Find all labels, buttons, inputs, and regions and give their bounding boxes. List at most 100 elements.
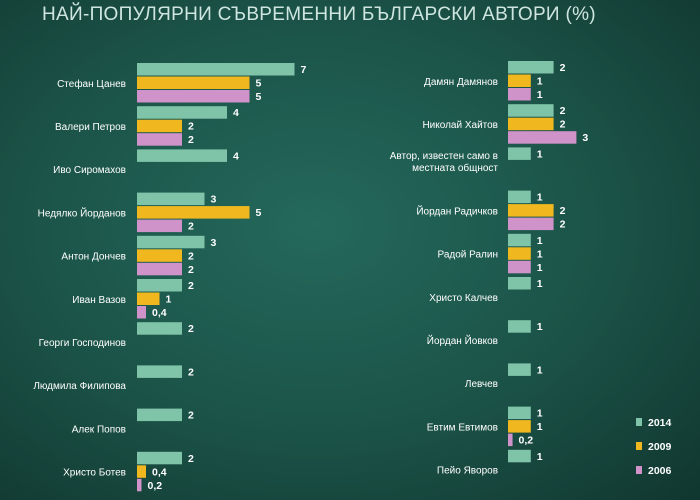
value-label-2009-йордан-радичков: 2 <box>560 205 566 217</box>
value-label-2009-антон-дончев: 2 <box>188 250 194 262</box>
legend-swatch-2006 <box>636 466 642 474</box>
category-label-христо-ботев: Христо Ботев <box>63 468 126 479</box>
legend-swatch-2009 <box>636 442 642 450</box>
value-label-2014-стефан-цанев: 7 <box>301 64 307 76</box>
bar-2009-радой-ралин <box>508 247 531 260</box>
legend-label-2006: 2006 <box>648 465 672 477</box>
value-label-2014-автор-известен-само-в-местната-общност: 1 <box>537 148 543 160</box>
value-label-2006-недялко-йорданов: 2 <box>188 221 194 233</box>
bar-2009-дамян-дамянов <box>508 74 531 87</box>
value-label-2014-иво-сиромахов: 4 <box>233 150 239 162</box>
value-label-2014-иван-вазов: 2 <box>188 280 194 292</box>
value-label-2009-христо-ботев: 0,4 <box>152 466 167 478</box>
category-label-йордан-йовков: Йордан Йовков <box>427 334 498 347</box>
value-label-2009-дамян-дамянов: 1 <box>537 76 543 88</box>
value-label-2014-евтим-евтимов: 1 <box>537 408 543 420</box>
legend-swatch-2014 <box>636 418 642 426</box>
value-label-2014-йордан-йовков: 1 <box>537 321 543 333</box>
value-label-2014-николай-хайтов: 2 <box>560 105 566 117</box>
bar-2014-стефан-цанев <box>137 63 295 76</box>
value-label-2009-стефан-цанев: 5 <box>256 78 262 90</box>
category-label-николай-хайтов: Николай Хайтов <box>422 120 498 131</box>
chart-title: НАЙ-ПОПУЛЯРНИ СЪВРЕМЕННИ БЪЛГАРСКИ АВТОР… <box>42 4 596 25</box>
value-label-2006-евтим-евтимов: 0,2 <box>519 435 534 447</box>
bar-2009-иван-вазов <box>137 292 160 305</box>
value-label-2006-антон-дончев: 2 <box>188 264 194 276</box>
category-label-йордан-радичков: Йордан Радичков <box>416 204 498 217</box>
bar-2014-людмила-филипова <box>137 365 182 378</box>
value-label-2006-валери-петров: 2 <box>188 134 194 146</box>
category-label-людмила-филипова: Людмила Филипова <box>33 381 126 392</box>
bar-2014-антон-дончев <box>137 235 205 249</box>
category-label-пейо-яворов: Пейо Яворов <box>437 466 498 477</box>
bar-2014-автор-известен-само-в-местната-общност <box>508 147 531 160</box>
category-label-левчев: Левчев <box>465 379 498 390</box>
category-label-антон-дончев: Антон Дончев <box>61 252 126 263</box>
category-label-недялко-йорданов: Недялко Йорданов <box>38 206 126 219</box>
value-label-2006-христо-ботев: 0,2 <box>148 480 163 492</box>
value-label-2006-радой-ралин: 1 <box>537 262 543 274</box>
bar-2014-иван-вазов <box>137 279 182 292</box>
value-label-2014-христо-ботев: 2 <box>188 453 194 465</box>
bar-2014-пейо-яворов <box>508 449 531 463</box>
category-label-дамян-дамянов: Дамян Дамянов <box>424 77 498 88</box>
bar-2014-христо-ботев <box>137 451 182 465</box>
value-label-2014-антон-дончев: 3 <box>211 237 217 249</box>
bar-2014-левчев <box>508 363 531 376</box>
legend-label-2014: 2014 <box>648 417 672 429</box>
value-label-2006-дамян-дамянов: 1 <box>537 89 543 101</box>
category-label-георги-господинов: Георги Господинов <box>39 338 126 349</box>
bar-2009-стефан-цанев <box>137 76 250 89</box>
bar-2006-дамян-дамянов <box>508 88 531 101</box>
value-label-2009-евтим-евтимов: 1 <box>537 421 543 433</box>
bar-2014-иво-сиромахов <box>137 149 227 162</box>
bar-2014-недялко-йорданов <box>137 192 205 206</box>
bar-2009-евтим-евтимов <box>508 420 531 433</box>
category-label-иван-вазов: Иван Вазов <box>72 295 126 306</box>
bar-2009-йордан-радичков <box>508 204 554 217</box>
value-label-2006-иван-вазов: 0,4 <box>152 307 167 319</box>
bar-2014-йордан-радичков <box>508 190 531 204</box>
value-label-2014-пейо-яворов: 1 <box>537 451 543 463</box>
category-label-алек-попов: Алек Попов <box>72 424 126 435</box>
value-label-2014-левчев: 1 <box>537 364 543 376</box>
bar-2006-христо-ботев <box>137 478 142 492</box>
bar-2006-иван-вазов <box>137 306 146 319</box>
category-label-автор-известен-само-в-местната-общност: Автор, известен само в местната общност <box>390 151 499 174</box>
value-label-2014-христо-калчев: 1 <box>537 278 543 290</box>
legend-label-2009: 2009 <box>648 441 672 453</box>
bar-2014-николай-хайтов <box>508 104 554 117</box>
category-label-евтим-евтимов: Евтим Евтимов <box>427 422 498 433</box>
bar-2006-антон-дончев <box>137 262 182 276</box>
value-label-2014-людмила-филипова: 2 <box>188 366 194 378</box>
bar-2009-антон-дончев <box>137 249 182 262</box>
value-label-2014-радой-ралин: 1 <box>537 235 543 247</box>
category-label-радой-ралин: Радой Ралин <box>437 250 498 261</box>
value-label-2009-радой-ралин: 1 <box>537 248 543 260</box>
value-label-2014-валери-петров: 4 <box>233 107 239 119</box>
value-label-2006-йордан-радичков: 2 <box>560 219 566 231</box>
bar-2006-стефан-цанев <box>137 90 250 103</box>
bar-2014-валери-петров <box>137 106 227 119</box>
bar-2014-георги-господинов <box>137 322 182 335</box>
category-label-иво-сиромахов: Иво Сиромахов <box>53 165 126 176</box>
value-label-2014-недялко-йорданов: 3 <box>211 194 217 206</box>
bar-2009-недялко-йорданов <box>137 206 250 219</box>
category-label-валери-петров: Валери Петров <box>55 122 126 133</box>
bar-2009-христо-ботев <box>137 465 146 478</box>
bar-2009-валери-петров <box>137 119 182 133</box>
bar-2014-евтим-евтимов <box>508 406 531 420</box>
bar-2014-христо-калчев <box>508 277 531 290</box>
value-label-2009-недялко-йорданов: 5 <box>256 207 262 219</box>
category-label-стефан-цанев: Стефан Цанев <box>57 78 126 90</box>
value-label-2009-иван-вазов: 1 <box>166 294 172 306</box>
value-label-2014-георги-господинов: 2 <box>188 323 194 335</box>
bar-2006-евтим-евтимов <box>508 433 513 447</box>
value-label-2014-дамян-дамянов: 2 <box>560 62 566 74</box>
bar-2014-йордан-йовков <box>508 320 531 333</box>
category-label-христо-калчев: Христо Калчев <box>429 293 498 304</box>
value-label-2014-алек-попов: 2 <box>188 410 194 422</box>
bar-2006-радой-ралин <box>508 260 531 274</box>
bar-2014-дамян-дамянов <box>508 61 554 74</box>
